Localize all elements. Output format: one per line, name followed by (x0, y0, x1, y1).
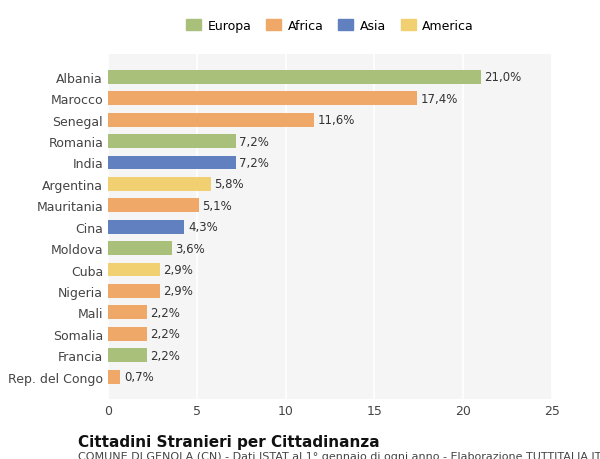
Text: 2,2%: 2,2% (151, 306, 181, 319)
Text: 17,4%: 17,4% (421, 93, 458, 106)
Text: 7,2%: 7,2% (239, 157, 269, 170)
Text: COMUNE DI GENOLA (CN) - Dati ISTAT al 1° gennaio di ogni anno - Elaborazione TUT: COMUNE DI GENOLA (CN) - Dati ISTAT al 1°… (78, 451, 600, 459)
Text: 2,2%: 2,2% (151, 328, 181, 341)
Text: 11,6%: 11,6% (317, 114, 355, 127)
Legend: Europa, Africa, Asia, America: Europa, Africa, Asia, America (186, 20, 474, 33)
Text: 5,1%: 5,1% (202, 199, 232, 213)
Text: 21,0%: 21,0% (485, 71, 522, 84)
Bar (108, 220, 184, 234)
Text: 2,2%: 2,2% (151, 349, 181, 362)
Text: Cittadini Stranieri per Cittadinanza: Cittadini Stranieri per Cittadinanza (78, 434, 380, 449)
Bar (108, 284, 160, 298)
Bar (108, 327, 147, 341)
Bar (108, 135, 236, 149)
Bar (108, 370, 121, 384)
Text: 3,6%: 3,6% (175, 242, 205, 255)
Bar (108, 263, 160, 277)
Bar (108, 71, 481, 84)
Text: 2,9%: 2,9% (163, 285, 193, 298)
Bar (108, 348, 147, 362)
Text: 0,7%: 0,7% (124, 370, 154, 383)
Text: 4,3%: 4,3% (188, 221, 218, 234)
Bar (108, 241, 172, 256)
Text: 2,9%: 2,9% (163, 263, 193, 276)
Text: 5,8%: 5,8% (215, 178, 244, 191)
Text: 7,2%: 7,2% (239, 135, 269, 148)
Bar (108, 178, 211, 191)
Bar (108, 306, 147, 319)
Bar (108, 199, 199, 213)
Bar (108, 156, 236, 170)
Bar (108, 92, 417, 106)
Bar (108, 113, 314, 127)
